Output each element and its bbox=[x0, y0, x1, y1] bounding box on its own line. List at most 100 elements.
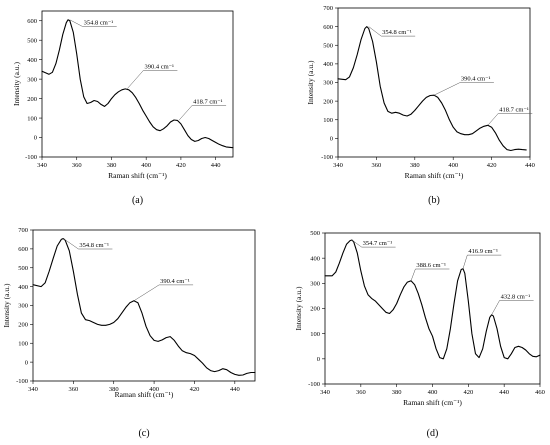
y-tick-label: 500 bbox=[18, 265, 28, 272]
y-tick-label: -100 bbox=[16, 378, 28, 385]
y-tick-label: 300 bbox=[18, 303, 28, 310]
x-tick-label: 400 bbox=[428, 389, 438, 396]
x-tick-label: 360 bbox=[372, 162, 382, 169]
x-tick-label: 360 bbox=[72, 162, 82, 169]
y-tick-label: 0 bbox=[317, 356, 320, 363]
x-tick-label: 340 bbox=[37, 162, 47, 169]
y-tick-label: 500 bbox=[310, 230, 320, 237]
peak-leader-line bbox=[179, 105, 227, 121]
x-tick-label: 440 bbox=[499, 389, 509, 396]
peak-label: 418.7 cm⁻¹ bbox=[499, 106, 529, 113]
plot-frame bbox=[41, 10, 234, 158]
x-tick-label: 400 bbox=[141, 162, 151, 169]
plot-frame bbox=[32, 229, 256, 382]
x-tick-label: 340 bbox=[28, 386, 38, 393]
y-tick-label: 300 bbox=[310, 281, 320, 288]
peak-leader-line bbox=[410, 268, 450, 281]
x-tick-label: 400 bbox=[149, 386, 159, 393]
y-tick-label: 400 bbox=[27, 57, 37, 64]
x-tick-label: 400 bbox=[448, 162, 458, 169]
y-axis-label: Intensity (a.u.) bbox=[294, 286, 303, 330]
peak-label: 418.7 cm⁻¹ bbox=[193, 98, 223, 105]
y-tick-label: 400 bbox=[18, 284, 28, 291]
y-tick-label: 700 bbox=[323, 5, 333, 12]
x-axis-label: Raman shift (cm⁻¹) bbox=[405, 171, 464, 180]
peak-leader-line bbox=[133, 284, 194, 302]
y-tick-label: 600 bbox=[18, 246, 28, 253]
x-tick-label: 360 bbox=[356, 389, 366, 396]
x-axis-label: Raman shift (cm⁻¹) bbox=[108, 171, 167, 180]
peak-leader-line bbox=[462, 254, 502, 269]
peak-leader-line bbox=[63, 238, 113, 250]
plot-frame bbox=[337, 7, 531, 158]
peak-leader-line bbox=[69, 19, 117, 27]
x-tick-label: 340 bbox=[333, 162, 343, 169]
y-tick-label: 200 bbox=[310, 306, 320, 313]
y-tick-label: -100 bbox=[321, 154, 333, 161]
spectrum-line bbox=[41, 19, 234, 149]
y-tick-label: 600 bbox=[323, 24, 333, 31]
peak-leader-line bbox=[433, 82, 494, 96]
spectrum-line bbox=[324, 239, 541, 360]
panel-b: 340 360 380 400 420 440 -100 0 100 200 300 400 500 60… bbox=[306, 5, 535, 206]
panel-caption: (d) bbox=[427, 428, 439, 439]
panel-a: 340 360 380 400 420 440 -100 0 100 200 300 400 500 60… bbox=[12, 10, 234, 206]
x-tick-label: 380 bbox=[392, 389, 402, 396]
peak-label: 390.4 cm⁻¹ bbox=[160, 278, 190, 285]
spectrum-line bbox=[32, 237, 256, 376]
y-tick-label: 400 bbox=[310, 255, 320, 262]
y-tick-label: 500 bbox=[27, 37, 37, 44]
y-tick-label: 400 bbox=[323, 61, 333, 68]
peak-label: 354.8 cm⁻¹ bbox=[84, 20, 114, 27]
x-axis-label: Raman shift (cm⁻¹) bbox=[403, 398, 462, 407]
x-axis-label: Raman shift (cm⁻¹) bbox=[115, 390, 174, 399]
peak-label: 354.8 cm⁻¹ bbox=[382, 29, 412, 36]
peak-leader-line bbox=[126, 70, 178, 90]
y-tick-label: 100 bbox=[310, 331, 320, 338]
x-tick-label: 380 bbox=[109, 386, 119, 393]
panel-c: 340 360 380 400 420 440 -100 0 100 200 300 400 500 60… bbox=[2, 227, 256, 439]
y-axis-label: Intensity (a.u.) bbox=[12, 62, 21, 106]
x-tick-label: 420 bbox=[463, 389, 473, 396]
x-tick-label: 440 bbox=[230, 386, 240, 393]
panel-d: 340 360 380 400 420 440 460 -100 0 100 200 300 400 50… bbox=[294, 230, 545, 439]
y-axis-label: Intensity (a.u.) bbox=[306, 60, 315, 104]
panel-caption: (c) bbox=[138, 428, 149, 439]
y-tick-label: 200 bbox=[27, 96, 37, 103]
y-tick-label: 200 bbox=[323, 98, 333, 105]
y-tick-label: 500 bbox=[323, 42, 333, 49]
peak-leader-line bbox=[368, 26, 416, 37]
y-tick-label: 600 bbox=[27, 18, 37, 25]
y-tick-label: 0 bbox=[34, 135, 37, 142]
peak-leader-line bbox=[487, 113, 533, 126]
peak-leader-line bbox=[351, 239, 396, 248]
y-tick-label: 100 bbox=[18, 340, 28, 347]
x-tick-label: 440 bbox=[525, 162, 535, 169]
peak-label: 354.7 cm⁻¹ bbox=[363, 240, 393, 247]
x-tick-label: 380 bbox=[410, 162, 420, 169]
x-tick-label: 420 bbox=[176, 162, 186, 169]
y-tick-label: 200 bbox=[18, 322, 28, 329]
y-tick-label: -100 bbox=[25, 154, 37, 161]
x-tick-label: 420 bbox=[190, 386, 200, 393]
peak-leader-line bbox=[491, 300, 534, 315]
y-axis-label: Intensity (a.u.) bbox=[2, 283, 11, 327]
spectrum-line bbox=[337, 26, 527, 152]
peak-label: 354.8 cm⁻¹ bbox=[79, 242, 109, 249]
peak-label: 432.8 cm⁻¹ bbox=[501, 293, 531, 300]
y-tick-label: 100 bbox=[323, 117, 333, 124]
y-tick-label: 0 bbox=[25, 359, 28, 366]
y-tick-label: 300 bbox=[323, 80, 333, 87]
x-tick-label: 460 bbox=[535, 389, 545, 396]
y-tick-label: -100 bbox=[308, 381, 320, 388]
panel-caption: (a) bbox=[132, 195, 143, 206]
x-tick-label: 360 bbox=[68, 386, 78, 393]
y-tick-label: 100 bbox=[27, 115, 37, 122]
x-tick-label: 440 bbox=[211, 162, 221, 169]
peak-label: 388.6 cm⁻¹ bbox=[416, 262, 446, 269]
peak-label: 390.4 cm⁻¹ bbox=[461, 76, 491, 83]
panel-caption: (b) bbox=[428, 195, 440, 206]
y-tick-label: 0 bbox=[330, 136, 333, 143]
peak-label: 416.9 cm⁻¹ bbox=[468, 248, 498, 255]
